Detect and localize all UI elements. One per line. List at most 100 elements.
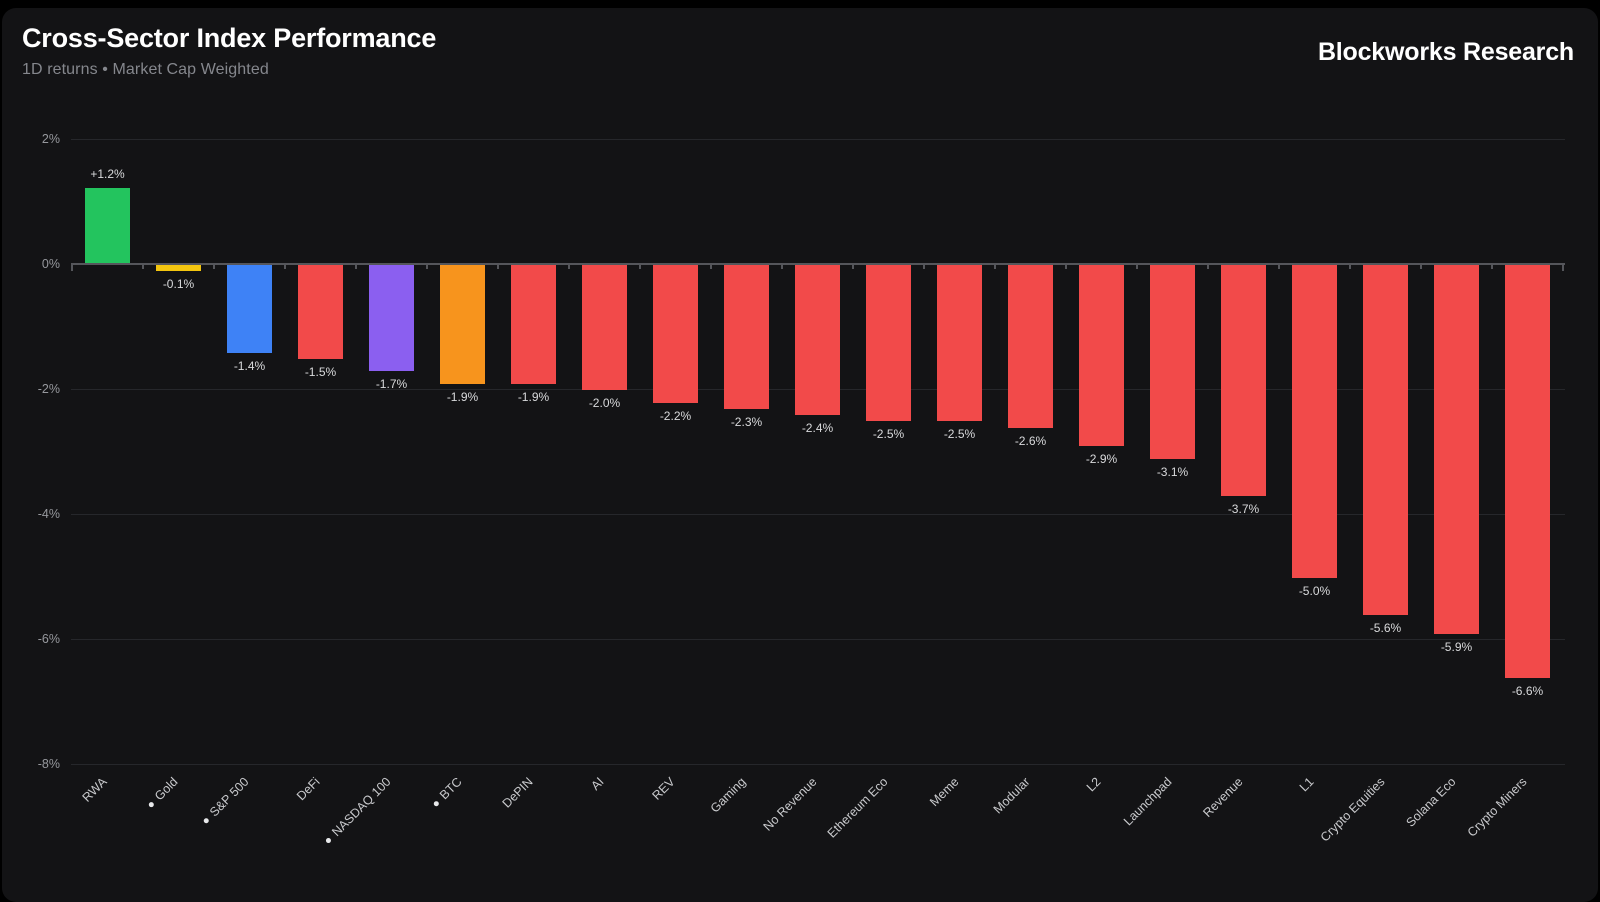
bar-AI [582, 265, 627, 390]
axis-tick [781, 264, 783, 269]
x-axis-label-text: Ethereum Eco [824, 774, 891, 841]
y-axis-tick-label: -8% [37, 757, 60, 771]
bar-NASDAQ 100 [369, 265, 414, 372]
bar-value-label: -1.9% [446, 389, 479, 404]
bar-chart: 2% 0% -2% -4% -6% -8% +1.2% RWA -0.1% Gold -1.4% S&… [2, 8, 1598, 902]
bar-Gaming [724, 265, 769, 409]
benchmark-dot-icon [147, 801, 155, 809]
x-axis-label-NASDAQ 100: NASDAQ 100 [321, 775, 394, 848]
axis-tick [1420, 264, 1422, 269]
x-axis-label-Gaming: Gaming [707, 775, 749, 817]
bar-value-label: -5.6% [1369, 621, 1402, 635]
x-axis-label-text: Solana Eco [1402, 774, 1459, 830]
brand-logo: Blockworks Research [1317, 38, 1574, 66]
x-axis-label-text: BTC [436, 774, 465, 803]
gridline-2% [71, 139, 1565, 140]
y-axis-tick-label: 0% [41, 257, 60, 271]
bar-L2 [1079, 265, 1124, 447]
bar-value-label: -2.6% [1014, 433, 1047, 448]
axis-tick [71, 264, 73, 271]
axis-tick [355, 264, 357, 269]
bar-value-label: -2.0% [588, 396, 621, 410]
x-axis-label-L2: L2 [1083, 775, 1103, 795]
bar-value-label: -1.5% [304, 364, 337, 379]
x-axis-label-text: Gold [151, 774, 181, 804]
bar-value-label: -6.6% [1511, 683, 1544, 698]
x-axis-label-AI: AI [588, 775, 607, 794]
bar-value-label: -0.1% [162, 277, 195, 292]
bar-value-label: -2.5% [872, 427, 905, 442]
x-axis-label-text: DeFi [293, 774, 323, 804]
axis-tick [213, 264, 215, 269]
axis-tick [923, 264, 925, 269]
x-axis-label-Revenue: Revenue [1200, 775, 1246, 821]
x-axis-label-REV: REV [649, 775, 678, 804]
chart-subtitle: 1D returns • Market Cap Weighted [22, 61, 269, 79]
y-axis-tick-label: -2% [37, 382, 60, 396]
bar-value-label: -3.7% [1227, 502, 1260, 517]
chart-title: Cross-Sector Index Performance [22, 23, 437, 53]
axis-tick [1349, 264, 1351, 269]
bar-Ethereum Eco [866, 265, 911, 422]
axis-tick [1562, 264, 1564, 271]
y-axis-tick-label: -4% [37, 507, 60, 521]
x-axis-label-Modular: Modular [990, 775, 1033, 818]
bar-DeFi [298, 265, 343, 359]
x-axis-label-text: Crypto Miners [1464, 774, 1530, 840]
gridline--4% [71, 514, 1565, 515]
axis-tick [710, 264, 712, 269]
x-axis-label-Meme: Meme [927, 775, 962, 810]
axis-tick [1207, 264, 1209, 269]
x-axis-label-Ethereum Eco: Ethereum Eco [824, 775, 891, 842]
bar-No Revenue [795, 265, 840, 415]
bar-value-label: -2.4% [801, 421, 834, 435]
bar-Solana Eco [1434, 265, 1479, 634]
bar-value-label: -1.7% [375, 377, 408, 392]
x-axis-label-text: Launchpad [1120, 774, 1175, 829]
bar-DePIN [511, 265, 556, 384]
x-axis-label-text: Crypto Equities [1317, 774, 1388, 845]
axis-tick [1278, 264, 1280, 269]
x-axis-label-Gold: Gold [144, 775, 181, 812]
bar-value-label: -5.9% [1440, 639, 1473, 654]
x-axis-label-text: REV [649, 774, 678, 803]
axis-tick [1491, 264, 1493, 269]
benchmark-dot-icon [432, 800, 440, 808]
bar-value-label: -3.1% [1156, 464, 1189, 479]
y-axis-tick-label: -6% [37, 632, 60, 646]
bar-Meme [937, 265, 982, 422]
x-axis-label-text: L2 [1083, 774, 1104, 795]
bar-value-label: +1.2% [90, 167, 125, 181]
bar-Crypto Miners [1505, 265, 1550, 678]
x-axis-label-BTC: BTC [429, 775, 465, 811]
bar-RWA [85, 188, 130, 263]
x-axis-label-text: NASDAQ 100 [328, 774, 394, 840]
bar-value-label: -2.3% [730, 414, 763, 429]
x-axis-label-DePIN: DePIN [499, 775, 536, 812]
axis-tick [284, 264, 286, 269]
x-axis-label-Crypto Miners: Crypto Miners [1464, 775, 1530, 841]
chart-header: Cross-Sector Index Performance 1D return… [22, 22, 436, 79]
bar-S&P 500 [227, 265, 272, 353]
bar-Gold [156, 265, 201, 272]
x-axis-baseline [71, 263, 1565, 265]
x-axis-label-Crypto Equities: Crypto Equities [1317, 775, 1388, 846]
x-axis-label-text: Gaming [707, 774, 749, 816]
axis-tick [1136, 264, 1138, 269]
x-axis-label-text: L1 [1296, 774, 1317, 795]
bar-Modular [1008, 265, 1053, 428]
x-axis-label-RWA: RWA [79, 775, 110, 806]
x-axis-label-text: S&P 500 [206, 774, 252, 820]
bar-value-label: -1.4% [233, 358, 266, 373]
x-axis-label-No Revenue: No Revenue [760, 775, 820, 835]
benchmark-dot-icon [324, 837, 332, 845]
axis-tick [639, 264, 641, 269]
bar-value-label: -2.2% [659, 408, 692, 423]
x-axis-label-text: AI [587, 774, 607, 793]
axis-tick [426, 264, 428, 269]
bar-Launchpad [1150, 265, 1195, 459]
axis-tick [142, 264, 144, 269]
axis-tick [568, 264, 570, 269]
bar-value-label: -2.9% [1085, 452, 1118, 467]
x-axis-label-DeFi: DeFi [294, 775, 323, 804]
